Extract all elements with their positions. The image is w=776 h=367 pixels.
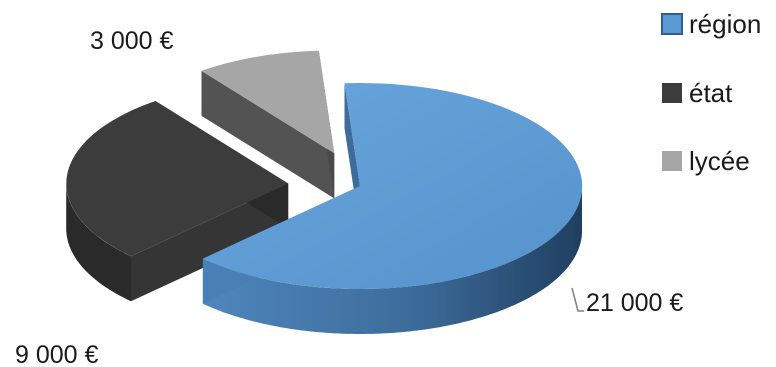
pie-slice-side-region [203, 186, 582, 334]
legend-swatch-region [661, 13, 683, 35]
data-label-leader-region [571, 287, 584, 312]
pie-slice-region [202, 83, 583, 334]
data-label-region: 21 000 € [586, 289, 683, 317]
legend-item-lycee: lycée [662, 146, 750, 176]
pie-slice-top-region [202, 83, 583, 290]
pie-slice-top-etat [66, 101, 289, 257]
pie-slice-side-etat [66, 185, 131, 302]
legend-swatch-etat [662, 83, 682, 103]
legend-label-region: région [689, 9, 761, 39]
data-label-lycee: 3 000 € [90, 27, 174, 55]
legend-item-etat: état [662, 78, 733, 108]
pie-slice-wall-etat-0 [130, 183, 289, 302]
pie-slice-lycee [201, 50, 335, 199]
pie-slice-etat [66, 100, 289, 302]
pie-slice-wall-lycee-0 [201, 70, 335, 199]
legend-item-region: région [661, 9, 761, 39]
legend-label-etat: état [689, 78, 733, 108]
data-label-etat: 9 000 € [15, 341, 99, 367]
legend-swatch-lycee [662, 151, 682, 171]
legend-label-lycee: lycée [689, 146, 750, 176]
pie-slice-top-lycee [201, 50, 335, 154]
